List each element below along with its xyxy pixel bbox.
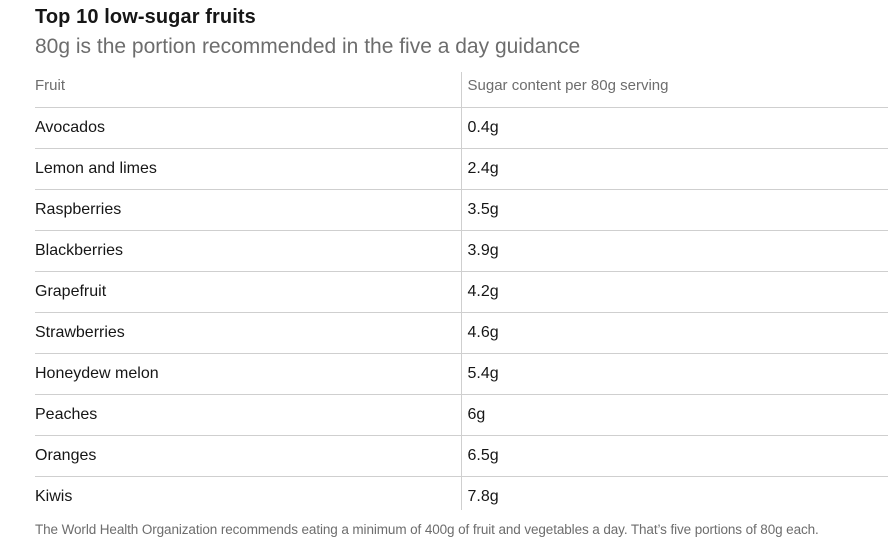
header-row: Fruit Sugar content per 80g serving: [35, 72, 888, 108]
sugar-value-cell: 2.4g: [460, 148, 888, 190]
table-row: Strawberries 4.6g: [35, 312, 888, 354]
fruit-cell: Oranges: [35, 435, 461, 477]
fruit-cell: Peaches: [35, 394, 461, 436]
fruit-cell: Raspberries: [35, 189, 461, 231]
footnote: The World Health Organization recommends…: [35, 522, 819, 537]
table-row: Honeydew melon 5.4g: [35, 353, 888, 395]
fruit-cell: Grapefruit: [35, 271, 461, 313]
low-sugar-fruits-graphic: Top 10 low-sugar fruits 80g is the porti…: [35, 6, 888, 540]
fruit-cell: Strawberries: [35, 312, 461, 354]
table-row: Blackberries 3.9g: [35, 230, 888, 272]
page-subtitle: 80g is the portion recommended in the fi…: [35, 35, 581, 58]
fruits-table-body: Avocados 0.4g Lemon and limes 2.4g Raspberri…: [35, 107, 888, 510]
sugar-value-cell: 0.4g: [460, 107, 888, 149]
table-row: Lemon and limes 2.4g: [35, 148, 888, 190]
table-row: Oranges 6.5g: [35, 435, 888, 477]
fruit-cell: Avocados: [35, 107, 461, 149]
sugar-value-cell: 5.4g: [460, 353, 888, 395]
table-row: Kiwis 7.8g: [35, 476, 888, 510]
table-header: Fruit Sugar content per 80g serving: [35, 72, 888, 108]
sugar-value-cell: 7.8g: [460, 476, 888, 510]
table-row: Peaches 6g: [35, 394, 888, 436]
column-header-fruit: Fruit: [35, 77, 65, 94]
fruit-cell: Kiwis: [35, 476, 461, 510]
sugar-value-cell: 4.6g: [460, 312, 888, 354]
table-row: Avocados 0.4g: [35, 107, 888, 149]
sugar-value-cell: 3.9g: [460, 230, 888, 272]
table-row: Raspberries 3.5g: [35, 189, 888, 231]
sugar-value-cell: 6g: [460, 394, 888, 436]
table-row: Grapefruit 4.2g: [35, 271, 888, 313]
fruits-table: Fruit Sugar content per 80g serving Avoc…: [35, 72, 888, 510]
fruit-cell: Blackberries: [35, 230, 461, 272]
sugar-value-cell: 4.2g: [460, 271, 888, 313]
sugar-value-cell: 3.5g: [460, 189, 888, 231]
page-title: Top 10 low-sugar fruits: [35, 6, 256, 28]
sugar-value-cell: 6.5g: [460, 435, 888, 477]
column-header-sugar: Sugar content per 80g serving: [460, 72, 888, 108]
fruit-cell: Honeydew melon: [35, 353, 461, 395]
fruit-cell: Lemon and limes: [35, 148, 461, 190]
